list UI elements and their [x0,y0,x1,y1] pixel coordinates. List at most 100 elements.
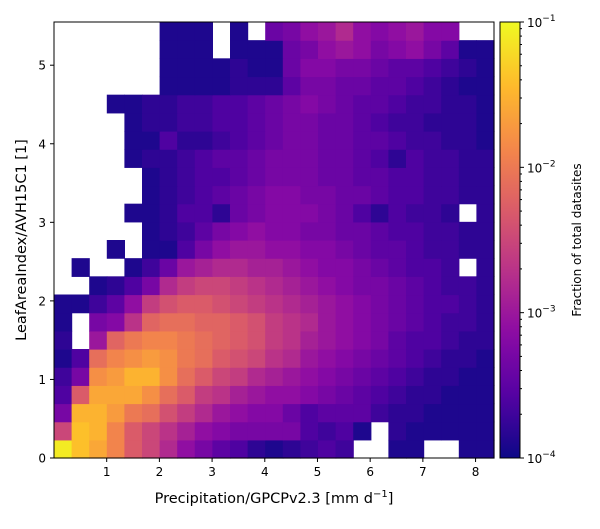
heatmap-cell [476,131,495,150]
heatmap-cell [142,240,161,259]
heatmap-cell [335,349,354,368]
heatmap-cell [388,349,407,368]
heatmap-cell [159,240,178,259]
heatmap-cell [300,330,319,350]
heatmap-cell [124,312,143,332]
heatmap-cell [230,367,249,386]
heatmap-cell [282,22,301,41]
x-tick-label: 6 [366,465,374,479]
heatmap-cell [318,167,337,187]
colorbar-tick-label: 10−4 [527,450,556,466]
heatmap-cell [353,276,372,296]
heatmap-cell [370,203,389,223]
heatmap-cell [89,349,108,368]
heatmap-cell [370,22,389,41]
heatmap-cell [247,185,266,205]
heatmap-cell [423,112,442,132]
heatmap-cell [458,221,477,241]
heatmap-cell [423,40,442,59]
heatmap-cell [388,185,407,205]
y-tick-label: 1 [38,373,46,387]
heatmap-cell [406,403,425,423]
heatmap-cell [194,203,213,223]
heatmap-cell [353,167,372,187]
heatmap-cell [106,403,125,423]
heatmap-cell [124,385,143,405]
heatmap-cell [300,312,319,332]
heatmap-cell [212,112,231,132]
heatmap-cell [265,258,284,277]
heatmap-cell [406,221,425,241]
heatmap-cell [71,349,90,368]
heatmap-cell [106,421,125,441]
heatmap-cell [247,294,266,314]
heatmap-cell [318,421,337,441]
heatmap-cell [194,294,213,314]
heatmap-cell [476,203,495,223]
heatmap-cell [300,112,319,132]
heatmap-cell [106,330,125,350]
heatmap-cell [335,149,354,168]
heatmap-cell [353,330,372,350]
heatmap-cell [300,76,319,96]
heatmap-cell [265,131,284,150]
heatmap-cell [476,439,495,459]
heatmap-cell [194,312,213,332]
heatmap-cell [54,330,73,350]
heatmap-cell [300,367,319,386]
heatmap-cell [159,112,178,132]
heatmap-cell [230,167,249,187]
heatmap-cell [318,221,337,241]
heatmap-cell [335,203,354,223]
heatmap-cell [476,330,495,350]
heatmap-cell [247,76,266,96]
heatmap-cell [247,149,266,168]
heatmap-cell [476,167,495,187]
heatmap-cell [353,22,372,41]
heatmap-cell [458,367,477,386]
heatmap-cell [194,421,213,441]
x-tick-label: 1 [103,465,111,479]
heatmap-cell [106,312,125,332]
heatmap-cell [212,167,231,187]
heatmap-cell [388,403,407,423]
heatmap-cell [423,22,442,41]
heatmap-cell [247,112,266,132]
heatmap-cell [476,185,495,205]
heatmap-cell [335,403,354,423]
heatmap-cell [142,349,161,368]
heatmap-cell [124,421,143,441]
x-tick-label: 5 [314,465,322,479]
heatmap-cell [194,40,213,59]
heatmap-cell [177,330,196,350]
y-tick-label: 4 [38,137,46,151]
heatmap-cell [318,312,337,332]
heatmap-cell [159,167,178,187]
heatmap-cell [177,276,196,296]
heatmap-cell [106,349,125,368]
heatmap-cell [230,312,249,332]
heatmap-cell [159,203,178,223]
heatmap-cell [406,76,425,96]
x-tick-label: 4 [261,465,269,479]
heatmap-cell [370,294,389,314]
heatmap-cell [458,94,477,114]
heatmap-cell [318,22,337,41]
heatmap-cell [106,94,125,114]
heatmap-cell [177,367,196,386]
heatmap-cell [406,276,425,296]
heatmap-cell [159,221,178,241]
heatmap-cell [124,112,143,132]
heatmap-cell [230,203,249,223]
heatmap-cell [476,221,495,241]
heatmap-cell [423,385,442,405]
heatmap-cell [335,185,354,205]
heatmap-cell [458,112,477,132]
heatmap-cell [370,312,389,332]
heatmap-cell [124,258,143,277]
heatmap-cell [476,421,495,441]
heatmap-cell [458,276,477,296]
heatmap-cell [441,240,460,259]
heatmap-cell [423,403,442,423]
heatmap-cell [441,131,460,150]
